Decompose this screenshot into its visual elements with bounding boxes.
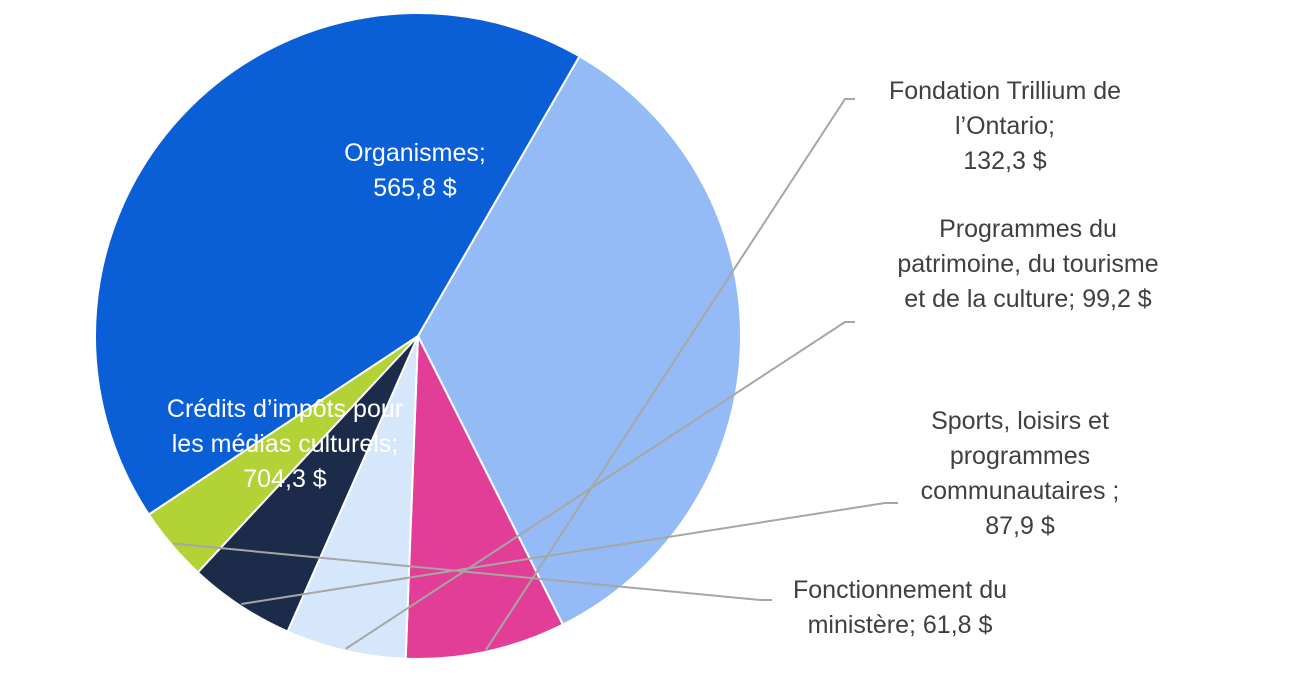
slice-label-patrimoine-line2: patrimoine, du tourisme xyxy=(897,250,1159,278)
slice-label-fonctionnement-line1: Fonctionnement du xyxy=(792,576,1008,604)
leader-line-fonctionnement xyxy=(173,542,772,601)
slice-label-patrimoine-line3-prefix: et de la culture; xyxy=(904,285,1083,313)
slice-label-credits-impots: Crédits d’impôts pour les médias culture… xyxy=(125,392,445,497)
slice-label-fonctionnement-line2: ministère; 61,8 $ xyxy=(765,608,1035,643)
slice-label-sports-line1: Sports, loisirs et xyxy=(931,407,1109,435)
slice-label-sports: Sports, loisirs et programmes communauta… xyxy=(890,404,1150,544)
pie-slice-credits-impots xyxy=(94,12,581,516)
slice-label-patrimoine-line1: Programmes du xyxy=(939,215,1117,243)
slice-label-organismes-value: 565,8 $ xyxy=(373,174,457,202)
slice-label-sports-value: 87,9 $ xyxy=(985,512,1055,540)
slice-label-fondation-trillium: Fondation Trillium de l’Ontario; 132,3 $ xyxy=(855,74,1155,179)
slice-label-fondation-trillium-value: 132,3 $ xyxy=(963,147,1047,175)
slice-label-patrimoine-value: 99,2 $ xyxy=(1082,285,1152,313)
pie-slice-organismes xyxy=(416,54,742,627)
slice-label-organismes: Organismes; 565,8 $ xyxy=(300,136,530,206)
slice-label-credits-impots-value: 704,3 $ xyxy=(243,465,327,493)
slice-label-fondation-trillium-line2: l’Ontario; xyxy=(954,112,1056,140)
slice-label-credits-impots-line2: les médias culturels; xyxy=(171,430,399,458)
slice-label-organismes-name: Organismes; xyxy=(344,139,486,167)
slice-label-fonctionnement: Fonctionnement du ministère; 61,8 $ xyxy=(765,573,1035,643)
slice-label-fonctionnement-line2-prefix: ministère; xyxy=(807,611,923,639)
slice-label-credits-impots-line1: Crédits d’impôts pour xyxy=(166,395,404,423)
leader-line-patrimoine xyxy=(345,321,855,650)
pie-slices xyxy=(94,12,742,660)
slice-label-fonctionnement-value: 61,8 $ xyxy=(922,611,993,639)
slice-label-patrimoine-line3: et de la culture; 99,2 $ xyxy=(868,282,1188,317)
slice-label-fondation-trillium-line1: Fondation Trillium de xyxy=(888,77,1122,105)
slice-label-patrimoine: Programmes du patrimoine, du tourisme et… xyxy=(868,212,1188,317)
leader-lines xyxy=(173,98,898,651)
slice-label-sports-line3: communautaires ; xyxy=(920,477,1120,505)
leader-line-fondation-trillium xyxy=(485,98,855,651)
slice-label-sports-line2: programmes xyxy=(949,442,1091,470)
pie-slice-patrimoine xyxy=(286,335,419,660)
